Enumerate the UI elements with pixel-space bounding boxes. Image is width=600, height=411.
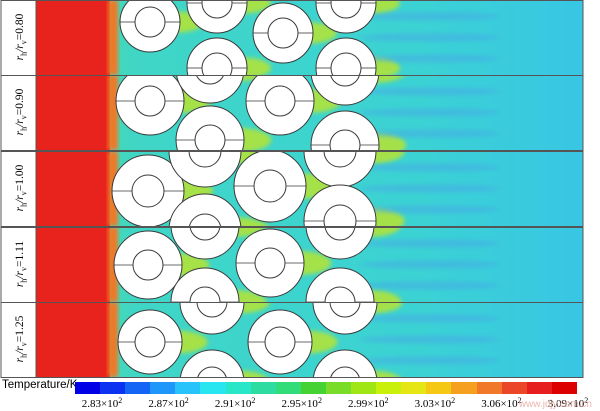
- colorbar-swatch: [175, 382, 201, 394]
- colorbar-swatch: [100, 382, 126, 394]
- panel-frame: [0, 151, 584, 227]
- inlet-hot-region: [36, 0, 110, 75]
- colorbar-swatch: [275, 382, 301, 394]
- colorbar-swatch: [526, 382, 552, 394]
- tube-outer: [179, 349, 245, 377]
- cool-wake-streak: [360, 335, 500, 344]
- colorbar-swatch: [451, 382, 477, 394]
- colorbar-swatch: [125, 382, 151, 394]
- inlet-hot-region: [36, 302, 110, 377]
- tube-inner: [189, 227, 221, 241]
- tube-inner: [196, 302, 228, 318]
- colorbar-swatch: [300, 382, 326, 394]
- colorbar-tick-label: 3.03×102: [414, 396, 456, 411]
- panel-label-3: rh/rv=1.00: [14, 164, 29, 211]
- inlet-hot-region: [36, 227, 110, 302]
- panel-label-1: rh/rv=0.80: [14, 13, 29, 60]
- cool-wake-streak: [360, 205, 500, 214]
- cool-wake-streak: [360, 33, 500, 42]
- contour-panel-1: [0, 0, 584, 76]
- tube-inner: [330, 366, 360, 377]
- cool-wake-streak: [360, 163, 500, 172]
- tube-outer: [179, 302, 245, 335]
- cool-wake-streak: [360, 239, 500, 248]
- tube-inner: [329, 302, 361, 318]
- tube-outer: [305, 267, 375, 302]
- tube-inner: [188, 213, 222, 226]
- panel-label-4: rh/rv=1.11: [14, 240, 29, 287]
- tube-inner: [195, 75, 225, 85]
- panel-label-5: rh/rv=1.25: [14, 315, 29, 362]
- colorbar-swatch: [225, 382, 251, 394]
- tube-outer: [305, 227, 375, 260]
- tube-inner: [324, 286, 356, 302]
- tube-inner: [188, 151, 222, 168]
- colorbar-swatch: [351, 382, 377, 394]
- cool-wake-streak: [360, 260, 500, 269]
- tube-inner: [324, 227, 356, 241]
- colorbar-tick-label: 2.99×102: [348, 396, 389, 411]
- tube-outer: [168, 151, 242, 188]
- cool-wake-streak: [360, 281, 500, 290]
- cool-wake-streak: [360, 356, 500, 365]
- contour-panel-5: [0, 302, 584, 378]
- cool-wake-streak: [360, 12, 500, 21]
- colorbar-swatch: [501, 382, 527, 394]
- colorbar-swatch: [250, 382, 276, 394]
- tube-inner: [330, 75, 360, 87]
- colorbar-tick-label: 3.09×102: [547, 396, 589, 411]
- colorbar-title: Temperature/K: [2, 379, 78, 391]
- cool-wake-streak: [360, 54, 500, 63]
- tube-outer: [312, 349, 378, 377]
- colorbar-tick-label: 2.95×102: [281, 396, 322, 411]
- inlet-hot-region: [36, 151, 110, 226]
- cool-wake-streak: [360, 108, 500, 117]
- tube-inner: [323, 151, 357, 168]
- tube-outer: [170, 267, 240, 302]
- inlet-gradient: [108, 75, 118, 150]
- contour-panel-2: [0, 75, 584, 151]
- inlet-hot-region: [36, 75, 110, 150]
- inlet-gradient: [108, 227, 118, 302]
- panel-frame: [0, 75, 584, 151]
- colorbar-tick-label: 3.06×102: [481, 396, 522, 411]
- cool-wake-streak: [360, 314, 500, 323]
- colorbar-swatch: [401, 382, 427, 394]
- colorbar-tick-label: 2.83×102: [81, 396, 123, 411]
- colorbar-swatch: [150, 382, 176, 394]
- colorbar-swatch: [75, 382, 101, 394]
- colorbar-swatch: [325, 382, 352, 394]
- tube-inner: [197, 366, 227, 377]
- colorbar-swatch: [426, 382, 452, 394]
- cool-wake-streak: [360, 87, 500, 96]
- cool-wake-streak: [360, 129, 500, 138]
- colorbar: [75, 382, 577, 394]
- cool-wake-streak: [360, 184, 500, 193]
- tube-outer: [312, 302, 378, 335]
- colorbar-swatch: [200, 382, 226, 394]
- tube-outer: [168, 193, 242, 226]
- colorbar-swatch: [551, 382, 577, 394]
- panel-frame: [0, 302, 584, 378]
- colorbar-tick-label: 2.91×102: [214, 396, 256, 411]
- inlet-gradient: [108, 302, 118, 377]
- contour-panel-4: [0, 227, 584, 303]
- tube-outer: [170, 227, 240, 260]
- colorbar-swatch: [376, 382, 402, 394]
- colorbar-tick-label: 2.87×102: [148, 396, 189, 411]
- watermark: www.jdjy.com.cn: [518, 399, 592, 410]
- contour-panel-3: [0, 151, 584, 227]
- tube-outer: [176, 75, 244, 104]
- tube-inner: [189, 286, 221, 302]
- tube-outer: [310, 75, 380, 106]
- inlet-gradient: [108, 0, 118, 75]
- colorbar-swatch: [476, 382, 502, 394]
- panel-label-2: rh/rv=0.90: [14, 88, 29, 135]
